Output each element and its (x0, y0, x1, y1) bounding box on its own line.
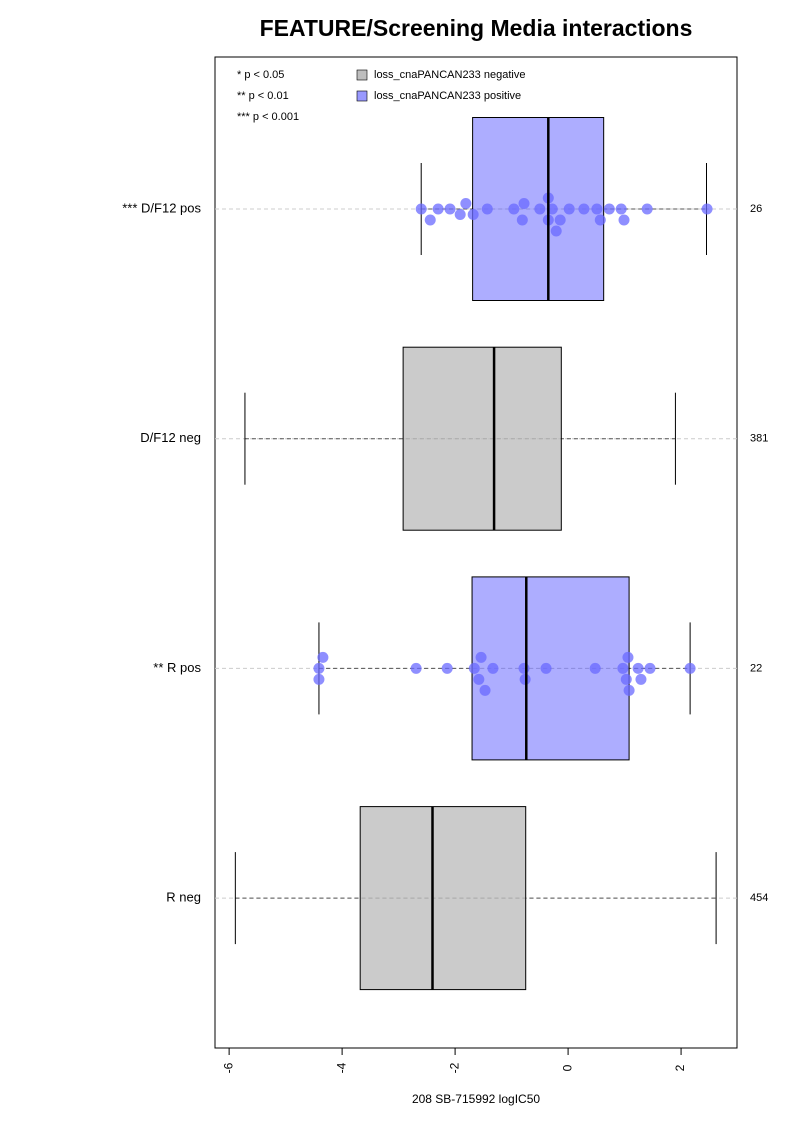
data-point (454, 209, 466, 220)
data-point (540, 662, 552, 674)
data-point (632, 662, 644, 674)
count-label: 26 (750, 203, 762, 215)
data-point (617, 662, 629, 674)
box (402, 346, 562, 531)
data-point (635, 673, 647, 685)
x-tick-label: -6 (221, 1062, 235, 1073)
data-point (410, 662, 422, 674)
data-point (534, 203, 546, 215)
data-point (603, 203, 615, 215)
data-point (424, 214, 436, 226)
legend-label: loss_cnaPANCAN233 negative (374, 69, 525, 81)
category-label: R neg (166, 890, 201, 905)
data-point (620, 673, 632, 685)
data-point (701, 203, 713, 215)
x-tick-label: 2 (673, 1064, 687, 1071)
box (359, 806, 527, 991)
data-point (441, 662, 453, 674)
legend-swatch (356, 90, 368, 102)
data-point (622, 651, 634, 663)
data-point (481, 203, 493, 215)
significance-note: ** p < 0.01 (237, 90, 289, 102)
data-point (468, 662, 480, 674)
data-point (554, 214, 566, 226)
data-point (684, 662, 696, 674)
significance-note: *** p < 0.001 (237, 111, 299, 123)
data-point (594, 214, 606, 226)
data-point (623, 684, 635, 696)
data-point (432, 203, 444, 215)
count-label: 22 (750, 662, 762, 674)
data-point (615, 203, 627, 215)
significance-note: * p < 0.05 (237, 69, 284, 81)
count-label: 454 (750, 892, 768, 904)
data-point (415, 203, 427, 215)
data-point (618, 214, 630, 226)
data-point (473, 673, 485, 685)
data-point (641, 203, 653, 215)
x-axis-label: 208 SB-715992 logIC50 (412, 1092, 540, 1106)
x-tick-label: 0 (560, 1064, 574, 1071)
x-tick-label: -4 (334, 1062, 348, 1073)
x-tick-label: -2 (447, 1062, 461, 1073)
data-point (460, 198, 472, 209)
count-label: 381 (750, 433, 768, 445)
category-label: D/F12 neg (140, 430, 201, 445)
data-point (591, 203, 603, 215)
data-point (563, 203, 575, 215)
data-point (518, 662, 530, 674)
data-point (644, 662, 656, 674)
data-point (516, 214, 528, 226)
legend-label: loss_cnaPANCAN233 positive (374, 90, 521, 102)
data-point (550, 225, 562, 237)
category-label: *** D/F12 pos (122, 200, 201, 215)
data-point (518, 198, 530, 209)
data-point (317, 651, 329, 663)
data-point (589, 662, 601, 674)
data-point (479, 684, 491, 696)
data-point (313, 673, 325, 685)
category-label: ** R pos (153, 660, 201, 675)
data-point (508, 203, 520, 215)
legend-swatch (356, 69, 368, 81)
data-point (578, 203, 590, 215)
chart-title: FEATURE/Screening Media interactions (260, 15, 693, 41)
data-point (467, 209, 479, 220)
data-point (444, 203, 456, 215)
data-point (475, 651, 487, 663)
data-point (487, 662, 499, 674)
data-point (313, 662, 325, 674)
